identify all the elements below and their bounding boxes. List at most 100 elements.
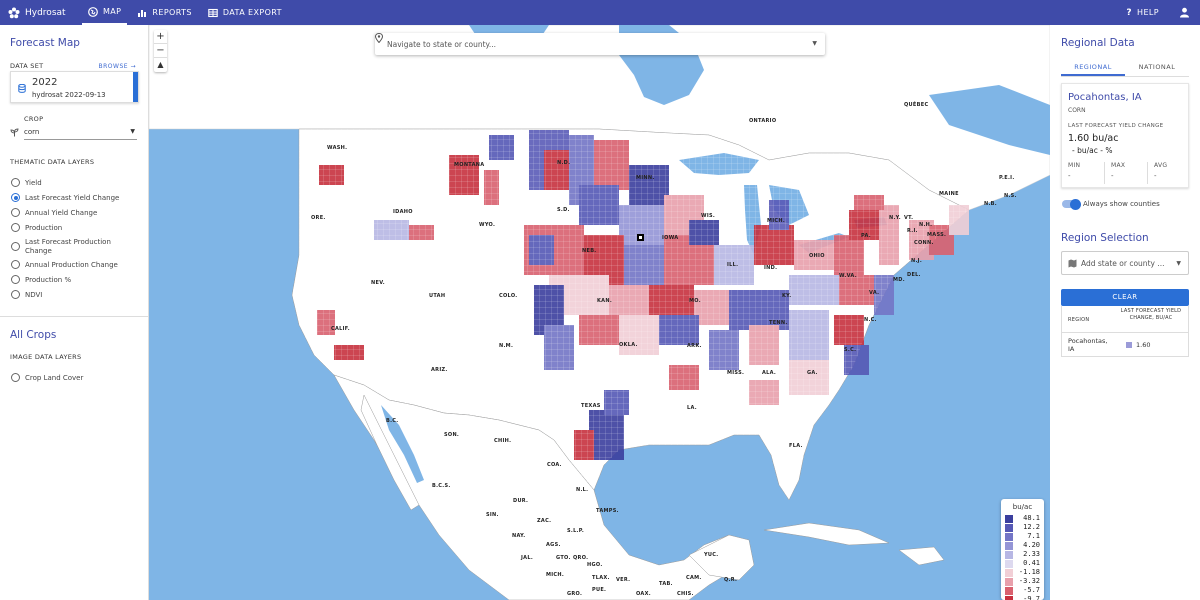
clear-button[interactable]: CLEAR: [1061, 289, 1189, 306]
radio-icon[interactable]: [11, 208, 20, 217]
layer-annual-yield-change[interactable]: Annual Yield Change: [11, 208, 97, 217]
layer-last-forecast-yield-change[interactable]: Last Forecast Yield Change: [11, 193, 119, 202]
yucatan: [688, 534, 755, 581]
map-label: AGS.: [546, 542, 561, 548]
value-swatch: [1126, 341, 1132, 348]
nav-reports[interactable]: REPORTS: [131, 0, 197, 25]
bar-chart-icon: [137, 8, 147, 18]
map-label: DUR.: [513, 498, 529, 504]
map-label: TAMPS.: [596, 508, 619, 514]
stat-min: MIN -: [1062, 162, 1105, 184]
map-label: PUE.: [592, 587, 607, 593]
region-selection-title: Region Selection: [1061, 232, 1149, 244]
layer-crop-land-cover[interactable]: Crop Land Cover: [11, 373, 83, 382]
metric-sub: - bu/ac - %: [1072, 146, 1113, 155]
reset-north-button[interactable]: ▲: [157, 60, 164, 69]
map-label: MINN.: [636, 175, 655, 181]
map-label: N.D.: [557, 160, 571, 166]
legend-swatch: [1005, 596, 1013, 600]
map-label: JAL.: [521, 555, 534, 561]
radio-checked-icon[interactable]: [11, 193, 20, 202]
dataset-card[interactable]: 2022 hydrosat 2022-09-13: [10, 71, 139, 103]
county-info-card: Pocahontas, IA CORN LAST FORECAST YIELD …: [1061, 83, 1189, 188]
account-icon[interactable]: [1179, 7, 1190, 18]
map-label: ALA.: [762, 370, 777, 376]
tab-national[interactable]: NATIONAL: [1138, 63, 1176, 71]
right-panel: Regional Data REGIONAL NATIONAL Pocahont…: [1050, 25, 1200, 600]
thematic-layers-title: THEMATIC DATA LAYERS: [10, 158, 95, 166]
legend-swatch: [1005, 542, 1013, 550]
county-name: Pocahontas, IA: [1068, 92, 1142, 103]
zoom-in-button[interactable]: +: [154, 30, 167, 44]
legend-value: -5.7: [1023, 586, 1040, 594]
legend-swatches: [1005, 515, 1013, 600]
brand[interactable]: Hydrosat: [8, 7, 78, 19]
map-label: FLA.: [789, 443, 803, 449]
map-label: CONN.: [914, 240, 934, 246]
browse-button[interactable]: BROWSE →: [99, 63, 137, 70]
metric-value: 1.60 bu/ac: [1068, 133, 1119, 144]
layer-annual-production-change[interactable]: Annual Production Change: [11, 260, 118, 269]
map-label: PA.: [861, 233, 871, 239]
table-row[interactable]: Pocahontas, IA 1.60: [1062, 333, 1188, 356]
map-label: B.C.S.: [432, 483, 451, 489]
legend-value: 4.20: [1023, 541, 1040, 549]
selected-county-marker[interactable]: [637, 234, 644, 241]
map-label: MD.: [893, 277, 905, 283]
map-label: WIS.: [701, 213, 716, 219]
map-label: TENN.: [769, 320, 788, 326]
map-label: MAINE: [939, 191, 959, 197]
layer-production-percent[interactable]: Production %: [11, 275, 71, 284]
zoom-out-button[interactable]: −: [154, 44, 167, 58]
county-crop: CORN: [1068, 107, 1086, 114]
map-label: VT.: [904, 215, 914, 221]
tab-regional[interactable]: REGIONAL: [1061, 57, 1125, 76]
map-label: DEL.: [907, 272, 921, 278]
radio-icon[interactable]: [11, 242, 20, 251]
show-counties-toggle[interactable]: [1062, 198, 1081, 210]
layer-yield[interactable]: Yield: [11, 178, 42, 187]
layer-last-forecast-production-change[interactable]: Last Forecast Production Change: [11, 238, 131, 256]
nav-map[interactable]: MAP: [82, 0, 128, 25]
layer-ndvi[interactable]: NDVI: [11, 290, 43, 299]
dataset-year: 2022: [32, 77, 58, 88]
map-add-icon: [1068, 259, 1077, 268]
radio-icon[interactable]: [11, 275, 20, 284]
help-button[interactable]: ? HELP: [1126, 8, 1159, 18]
nav-data-export[interactable]: DATA EXPORT: [202, 0, 288, 25]
show-counties-toggle-row[interactable]: Always show counties: [1062, 198, 1160, 210]
caret-down-icon: ▼: [1176, 260, 1181, 267]
top-bar: Hydrosat MAP REPORTS DATA EXPORT ? HELP: [0, 0, 1200, 25]
crop-plant-icon: [10, 128, 19, 137]
dataset-label: DATA SET: [10, 62, 44, 70]
map-label: N.C.: [864, 317, 877, 323]
cuba: [763, 522, 890, 546]
radio-icon[interactable]: [11, 373, 20, 382]
toggle-label: Always show counties: [1083, 200, 1160, 208]
layer-label: NDVI: [25, 291, 43, 299]
layer-label: Last Forecast Production Change: [25, 238, 111, 255]
map-label: Q.R.: [724, 577, 738, 583]
radio-icon[interactable]: [11, 290, 20, 299]
crop-select[interactable]: corn ▼: [24, 128, 137, 140]
crop-value: corn: [24, 128, 40, 136]
globe-icon: [88, 6, 98, 17]
radio-icon[interactable]: [11, 223, 20, 232]
radio-icon[interactable]: [11, 260, 20, 269]
legend-value: -9.7: [1023, 595, 1040, 600]
legend-swatch: [1005, 533, 1013, 541]
map-label: N.J.: [911, 258, 923, 264]
layer-production[interactable]: Production: [11, 223, 62, 232]
map-label: IND.: [764, 265, 778, 271]
map-search[interactable]: Navigate to state or county... ▼: [375, 33, 825, 55]
map-label: ARIZ.: [431, 367, 448, 373]
map-label: GA.: [807, 370, 818, 376]
legend-swatch: [1005, 524, 1013, 532]
map-label: LA.: [687, 405, 697, 411]
stat-avg: AVG -: [1148, 162, 1190, 184]
radio-icon[interactable]: [11, 178, 20, 187]
map-canvas[interactable]: + − ▲ Navigate to state or county... ▼ W…: [149, 25, 1050, 600]
map-label: ZAC.: [537, 518, 552, 524]
region-select[interactable]: Add state or county ... ▼: [1061, 251, 1189, 275]
legend-value: 12.2: [1023, 523, 1040, 531]
